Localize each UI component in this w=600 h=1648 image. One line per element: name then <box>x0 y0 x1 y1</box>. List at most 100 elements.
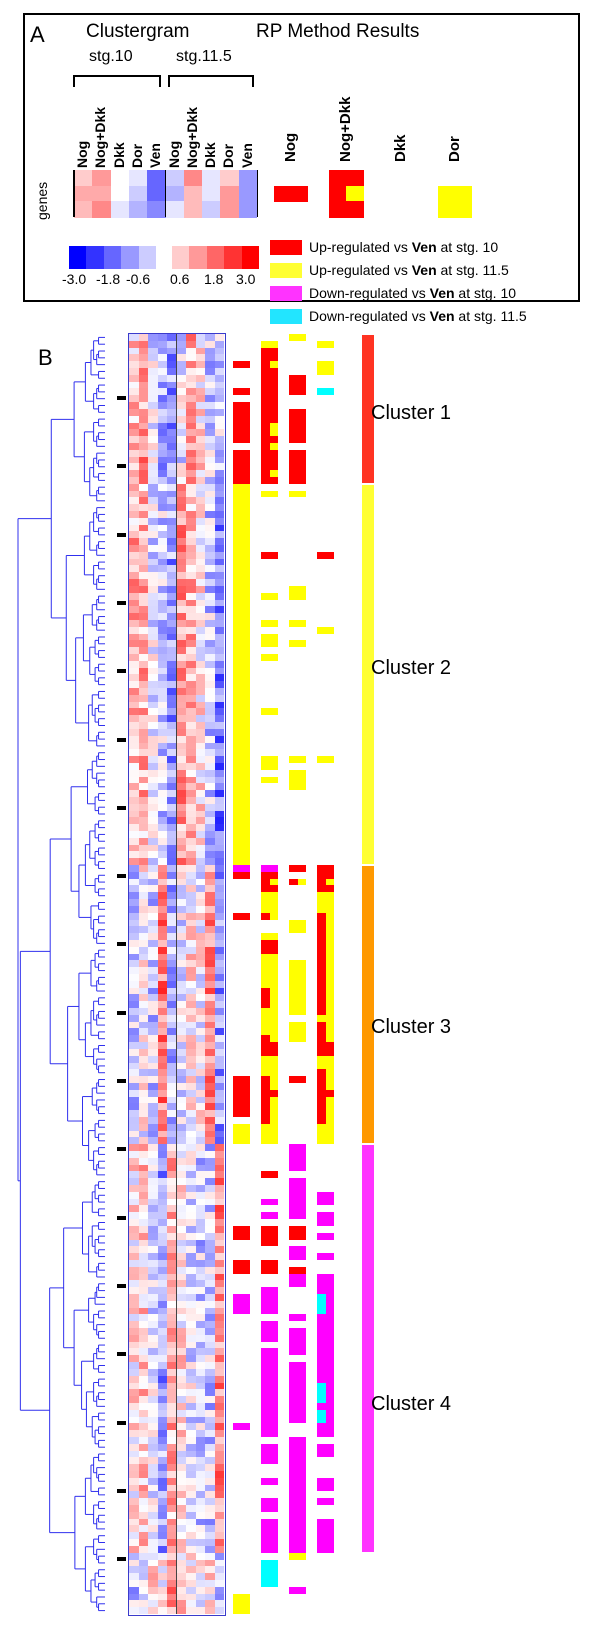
rp-segment-up10 <box>233 402 250 443</box>
heatmap-cell <box>195 905 206 914</box>
heatmap-cell <box>167 606 177 614</box>
heatmap-cell <box>157 538 168 546</box>
heatmap-cell <box>167 810 177 818</box>
legend-text-bold: Ven <box>411 239 437 255</box>
heatmap-cell <box>195 1157 206 1166</box>
heatmap-cell <box>148 368 158 376</box>
heatmap-cell <box>214 1464 225 1472</box>
heatmap-cell <box>148 1552 158 1560</box>
heatmap-cell <box>205 1328 215 1336</box>
heatmap-cell <box>186 1505 196 1513</box>
heatmap-cell <box>148 1035 158 1043</box>
heatmap-cell <box>138 1028 149 1036</box>
heatmap-cell <box>148 1300 158 1308</box>
heatmap-cell <box>148 899 158 907</box>
heatmap-cell <box>214 1042 225 1050</box>
heatmap-cell <box>186 756 196 764</box>
heatmap-cell <box>205 1314 215 1322</box>
heatmap-cell <box>129 1042 139 1050</box>
heatmap-cell <box>186 1042 196 1050</box>
heatmap-cell <box>195 626 206 634</box>
heatmap-cell <box>148 1477 158 1486</box>
heatmap-cell <box>214 456 225 464</box>
heatmap-cell <box>186 1151 196 1159</box>
heatmap-cell <box>195 1239 206 1247</box>
heatmap-cell <box>176 1593 187 1601</box>
heatmap-cell <box>214 1014 225 1023</box>
heatmap-cell <box>129 599 139 607</box>
heatmap-cell <box>205 892 215 900</box>
heatmap-cell <box>167 442 177 451</box>
heatmap-cell <box>176 1362 187 1370</box>
heatmap-cell <box>129 654 139 662</box>
rp-segment-up11 <box>289 1552 306 1560</box>
heatmap-cell <box>186 912 196 920</box>
heatmap-cell <box>138 1423 149 1431</box>
heatmap-cell <box>186 1491 196 1499</box>
heatmap-cell <box>176 1232 187 1240</box>
heatmap-cell <box>205 368 215 376</box>
heatmap-cell <box>138 558 149 566</box>
heatmap-cell <box>186 1225 196 1234</box>
heatmap-cell <box>157 831 168 839</box>
heatmap-cell <box>186 436 196 444</box>
heatmap-cell <box>138 1477 149 1486</box>
heatmap-cell <box>148 987 158 995</box>
heatmap-cell <box>148 483 158 491</box>
heatmap-cell <box>205 1062 215 1070</box>
heatmap-cell <box>214 470 225 478</box>
heatmap-cell <box>214 660 225 668</box>
heatmap-cell <box>138 892 149 900</box>
heatmap-cell <box>138 456 149 464</box>
heatmap-cell <box>214 1552 225 1560</box>
heatmap-cell <box>214 1130 225 1138</box>
heatmap-cell <box>205 1471 215 1479</box>
heatmap-cell <box>138 1001 149 1009</box>
rp-segment-up11 <box>289 585 306 600</box>
heatmap-cell <box>157 1566 168 1574</box>
heatmap-cell <box>148 1396 158 1404</box>
heatmap-cell <box>214 844 225 852</box>
heatmap-cell <box>195 1511 206 1520</box>
heatmap-cell <box>186 769 196 777</box>
heatmap-cell <box>186 1443 196 1451</box>
heatmap-cell <box>167 688 177 696</box>
heatmap-cell <box>148 715 158 723</box>
heatmap-cell <box>148 790 158 798</box>
heatmap-cell <box>157 803 168 811</box>
heatmap-cell <box>157 1225 168 1234</box>
heatmap-cell <box>205 1280 215 1288</box>
heatmap-cell <box>195 667 206 675</box>
heatmap-cell <box>148 837 158 846</box>
heatmap-cell <box>214 1559 225 1567</box>
heatmap-cell <box>138 1130 149 1138</box>
colorbar-tick-label: 3.0 <box>236 271 256 287</box>
heatmap-cell <box>138 347 149 355</box>
heatmap-cell <box>176 368 187 376</box>
heatmap-cell <box>186 728 196 737</box>
heatmap-cell <box>186 456 196 464</box>
heatmap-cell <box>195 715 206 723</box>
heatmap-cell <box>148 476 158 485</box>
heatmap-cell <box>129 1328 139 1336</box>
heatmap-cell <box>129 1464 139 1472</box>
heatmap-cell <box>195 1110 206 1118</box>
heatmap-cell <box>176 878 187 886</box>
heatmap-cell <box>167 1062 177 1070</box>
heatmap-cell <box>148 660 158 668</box>
rp-segment-up11 <box>289 490 306 498</box>
heatmap-cell <box>205 1375 215 1383</box>
heatmap-cell <box>176 1055 187 1063</box>
heatmap-cell <box>205 1341 215 1349</box>
heatmap-cell <box>129 1110 139 1118</box>
heatmap-cell <box>138 1253 149 1261</box>
heatmap-cell <box>186 606 196 614</box>
heatmap-cell <box>214 946 225 954</box>
heatmap-cell <box>205 1110 215 1118</box>
heatmap-cell <box>176 871 187 880</box>
heatmap-cell <box>74 201 93 218</box>
heatmap-cell <box>138 796 149 805</box>
heatmap-cell <box>138 1069 149 1077</box>
cluster-bar <box>362 484 374 865</box>
heatmap-cell <box>176 1389 187 1397</box>
